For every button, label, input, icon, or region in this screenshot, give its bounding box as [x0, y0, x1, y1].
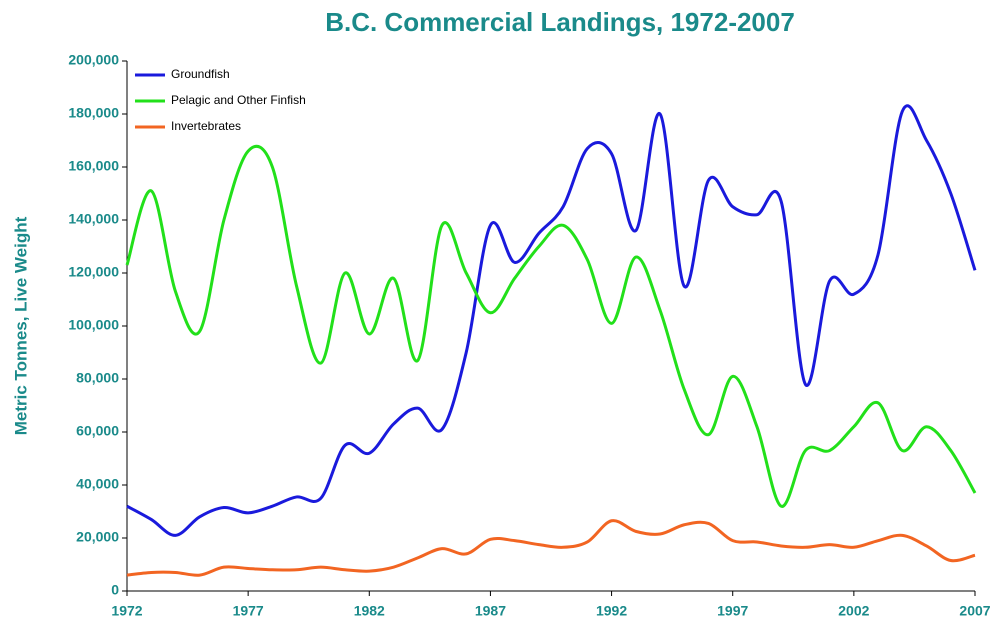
- y-tick-label: 200,000: [68, 52, 119, 68]
- x-tick-label: 1992: [596, 603, 627, 619]
- x-tick-label: 1977: [233, 603, 264, 619]
- x-tick-label: 2007: [959, 603, 990, 619]
- y-tick-label: 180,000: [68, 105, 119, 121]
- x-tick-label: 2002: [838, 603, 869, 619]
- series-line: [126, 519, 976, 577]
- x-tick-label: 1987: [475, 603, 506, 619]
- y-tick-label: 0: [111, 582, 119, 598]
- series-line: [126, 104, 977, 537]
- x-tick-label: 1982: [354, 603, 385, 619]
- y-tick-label: 60,000: [76, 423, 119, 439]
- y-tick-label: 40,000: [76, 476, 119, 492]
- series-line: [125, 144, 977, 508]
- y-tick-label: 140,000: [68, 211, 119, 227]
- y-tick-label: 20,000: [76, 529, 119, 545]
- legend-label: Pelagic and Other Finfish: [171, 93, 306, 107]
- chart-title: B.C. Commercial Landings, 1972-2007: [325, 7, 795, 37]
- legend-label: Groundfish: [171, 67, 230, 81]
- legend-label: Invertebrates: [171, 119, 241, 133]
- y-tick-label: 160,000: [68, 158, 119, 174]
- y-axis-label: Metric Tonnes, Live Weight: [11, 216, 30, 435]
- y-tick-label: 100,000: [68, 317, 119, 333]
- y-tick-label: 120,000: [68, 264, 119, 280]
- y-tick-label: 80,000: [76, 370, 119, 386]
- x-tick-label: 1997: [717, 603, 748, 619]
- x-tick-label: 1972: [111, 603, 142, 619]
